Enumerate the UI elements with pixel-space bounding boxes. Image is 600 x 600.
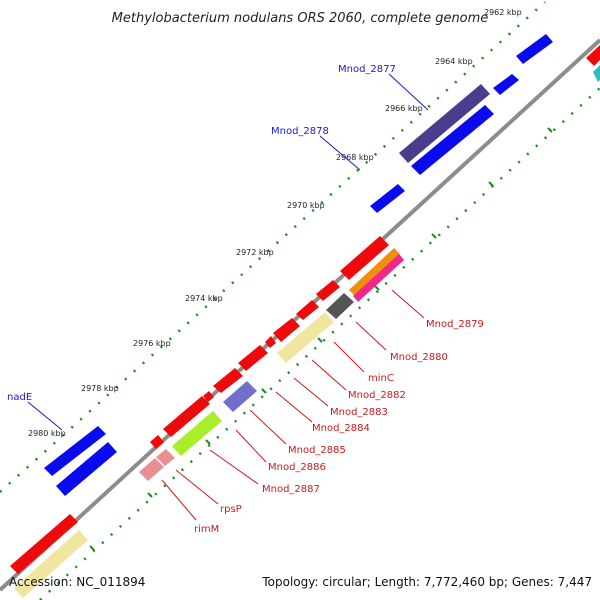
- gene-feature[interactable]: [213, 368, 243, 393]
- reverse-strand-genes: [14, 65, 600, 598]
- gene-feature[interactable]: [586, 45, 600, 66]
- tick-label-2966: 2966 kbp: [385, 104, 423, 113]
- gene-feature[interactable]: [316, 280, 340, 301]
- tick-labels: 2962 kbp 2964 kbp 2966 kbp 2968 kbp 2970…: [28, 8, 522, 438]
- gene-labels: Mnod_2877 Mnod_2878 nadE Mnod_2879 Mnod_…: [7, 64, 484, 535]
- tick-label-2964: 2964 kbp: [435, 57, 473, 66]
- gene-feature[interactable]: [223, 381, 257, 412]
- gene-feature[interactable]: [163, 396, 210, 437]
- gene-feature[interactable]: [273, 318, 300, 342]
- gene-feature[interactable]: [340, 236, 389, 280]
- tick-label-2976: 2976 kbp: [133, 339, 171, 348]
- tick-label-2974: 2974 kbp: [185, 294, 223, 303]
- gene-feature[interactable]: [399, 84, 490, 163]
- gene-feature[interactable]: [56, 442, 117, 496]
- gene-label-minC[interactable]: minC: [368, 373, 394, 384]
- gene-label-rpsP[interactable]: rpsP: [220, 504, 242, 515]
- gene-label-Mnod_2882[interactable]: Mnod_2882: [348, 390, 406, 401]
- gene-feature[interactable]: [156, 449, 175, 466]
- gene-feature[interactable]: [150, 435, 164, 449]
- map-title: Methylobacterium nodulans ORS 2060, comp…: [112, 11, 489, 26]
- label-leader-lines: [27, 73, 429, 521]
- gene-feature[interactable]: [353, 254, 404, 302]
- gene-feature[interactable]: [296, 300, 319, 320]
- gene-feature[interactable]: [411, 105, 494, 175]
- gene-feature[interactable]: [265, 336, 276, 348]
- tick-label-2970: 2970 kbp: [287, 201, 325, 210]
- gene-label-Mnod_2884[interactable]: Mnod_2884: [312, 423, 370, 434]
- gene-feature[interactable]: [238, 345, 268, 371]
- tick-label-2978: 2978 kbp: [81, 384, 119, 393]
- gene-feature[interactable]: [172, 411, 222, 456]
- gene-label-Mnod_2879[interactable]: Mnod_2879: [426, 319, 484, 330]
- gene-label-Mnod_2886[interactable]: Mnod_2886: [268, 462, 326, 473]
- gene-label-Mnod_2885[interactable]: Mnod_2885: [288, 445, 346, 456]
- gene-feature[interactable]: [203, 391, 214, 402]
- gene-feature[interactable]: [593, 65, 600, 82]
- tick-label-2980: 2980 kbp: [28, 429, 66, 438]
- tick-label-2968: 2968 kbp: [336, 153, 374, 162]
- forward-strand-genes: [10, 34, 600, 574]
- inner-ring-ticks: [89, 127, 553, 551]
- accession-text: Accession: NC_011894: [9, 575, 145, 589]
- gene-feature[interactable]: [44, 426, 106, 476]
- gene-label-Mnod_2880[interactable]: Mnod_2880: [390, 352, 448, 363]
- gene-label-nadE[interactable]: nadE: [7, 392, 32, 403]
- gene-feature[interactable]: [139, 458, 164, 481]
- gene-feature[interactable]: [493, 74, 519, 95]
- gene-feature[interactable]: [370, 184, 405, 213]
- gene-label-Mnod_2877[interactable]: Mnod_2877: [338, 64, 396, 75]
- outer-tick-ring: [0, 1, 546, 493]
- genome-summary-text: Topology: circular; Length: 7,772,460 bp…: [261, 575, 592, 589]
- gene-feature[interactable]: [326, 293, 354, 319]
- gene-label-rimM[interactable]: rimM: [194, 524, 219, 535]
- tick-label-2972: 2972 kbp: [236, 248, 274, 257]
- tick-label-2962: 2962 kbp: [484, 8, 522, 17]
- gene-feature[interactable]: [349, 248, 400, 296]
- gene-label-Mnod_2883[interactable]: Mnod_2883: [330, 407, 388, 418]
- inner-tick-ring: [39, 87, 600, 600]
- gene-label-Mnod_2878[interactable]: Mnod_2878: [271, 126, 329, 137]
- gene-feature[interactable]: [516, 34, 553, 64]
- gene-feature[interactable]: [277, 312, 334, 363]
- gene-feature[interactable]: [14, 530, 88, 598]
- gene-label-Mnod_2887[interactable]: Mnod_2887: [262, 484, 320, 495]
- gene-feature[interactable]: [10, 514, 78, 574]
